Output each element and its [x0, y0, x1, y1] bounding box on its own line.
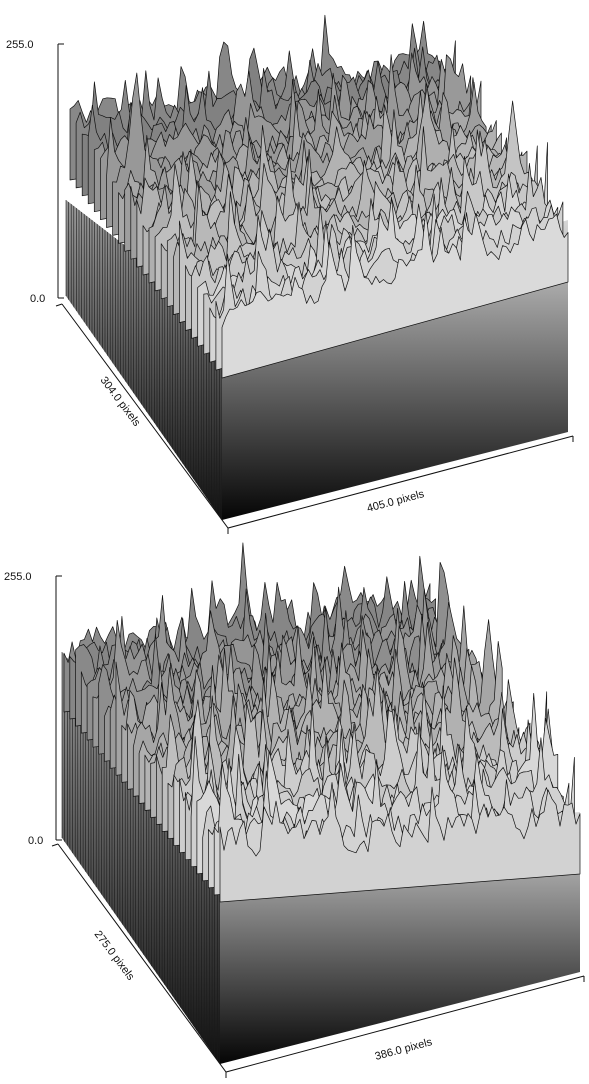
width-axis-label: 386.0 pixels	[374, 1036, 434, 1063]
surface-plot-top: 255.0 0.0 304.0 pixels 405.0 pixels	[6, 14, 574, 534]
surface-plot-bottom-svg: 255.0 0.0 275.0 pixels 386.0 pixels	[4, 542, 585, 1078]
depth-tick-start	[51, 843, 59, 847]
depth-tick-start	[55, 303, 63, 307]
z-axis-max-label: 255.0	[4, 571, 32, 583]
surface-ridge	[219, 782, 581, 903]
surface-plot-bottom: 255.0 0.0 275.0 pixels 386.0 pixels	[0, 542, 589, 1084]
surface-ridge	[221, 210, 569, 379]
depth-axis-label: 275.0 pixels	[92, 929, 137, 984]
z-axis-max-label: 255.0	[6, 39, 34, 51]
surface-mesh	[69, 14, 569, 379]
z-axis-min-label: 0.0	[30, 293, 45, 305]
z-axis-min-label: 0.0	[28, 835, 43, 847]
width-axis-label: 405.0 pixels	[366, 488, 426, 515]
surface-mesh	[63, 542, 581, 903]
surface-plot-top-svg: 255.0 0.0 304.0 pixels 405.0 pixels	[6, 14, 574, 534]
